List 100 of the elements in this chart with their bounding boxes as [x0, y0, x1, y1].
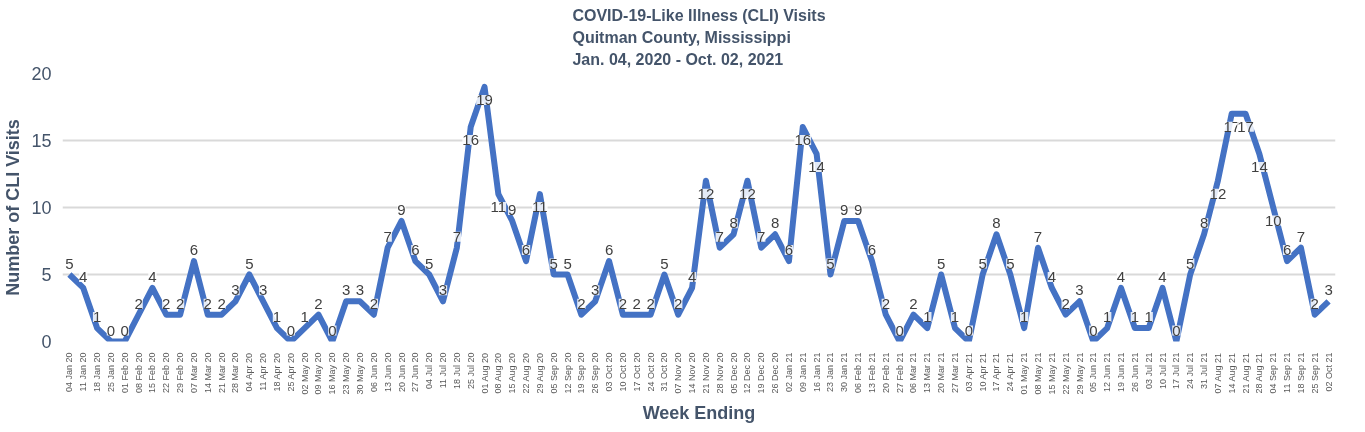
- data-label: 8: [770, 214, 780, 232]
- data-label: 5: [826, 254, 835, 272]
- data-label: 16: [462, 131, 480, 149]
- x-tick-label: 14 Aug 21: [1226, 352, 1237, 394]
- x-tick-label: 20 Jun 20: [396, 352, 407, 393]
- data-label: 5: [660, 254, 669, 272]
- data-label: 8: [729, 214, 738, 232]
- x-tick-label: 25 Sep 21: [1309, 352, 1320, 394]
- x-tick-label: 31 Jul 21: [1199, 352, 1210, 390]
- y-tick-label: 10: [31, 198, 52, 218]
- x-tick-label: 02 Jan 21: [783, 352, 794, 393]
- data-label: 3: [355, 281, 365, 299]
- x-tick-label: 07 Nov 20: [673, 352, 684, 394]
- x-tick-label: 01 May 21: [1019, 352, 1030, 395]
- x-tick-label: 21 Nov 20: [700, 352, 711, 394]
- x-tick-label: 15 May 21: [1046, 352, 1057, 395]
- y-tick-label: 20: [31, 64, 52, 84]
- data-label: 1: [1144, 308, 1153, 326]
- x-tick-label: 05 Jun 21: [1088, 352, 1099, 393]
- data-label: 12: [739, 184, 756, 202]
- x-tick-label: 25 Jan 20: [105, 352, 116, 393]
- data-label: 6: [784, 241, 794, 259]
- data-label: 1: [272, 308, 282, 326]
- data-label: 7: [1033, 227, 1043, 245]
- data-label: 6: [1282, 241, 1292, 259]
- data-label: 6: [189, 241, 199, 259]
- x-tick-label: 05 Sep 20: [548, 352, 559, 394]
- data-label: 5: [978, 254, 987, 272]
- x-tick-label: 16 May 20: [327, 352, 338, 395]
- data-label: 6: [411, 241, 420, 259]
- data-label: 2: [134, 294, 143, 312]
- x-tick-label: 23 May 20: [341, 352, 352, 395]
- x-tick-label: 28 Aug 21: [1254, 352, 1265, 394]
- data-label: 6: [604, 241, 614, 259]
- data-label: 5: [563, 254, 572, 272]
- data-label: 0: [106, 321, 116, 339]
- x-tick-label: 11 Jul 20: [438, 352, 449, 389]
- x-tick-label: 29 May 21: [1074, 352, 1085, 395]
- data-label: 0: [895, 321, 904, 339]
- data-label: 3: [341, 281, 351, 299]
- data-label: 1: [300, 308, 309, 326]
- x-tick-label: 16 Jan 21: [811, 352, 822, 393]
- x-tick-label: 11 Apr 20: [258, 352, 269, 391]
- data-label: 7: [1296, 227, 1306, 245]
- x-tick-label: 04 Jul 20: [424, 352, 435, 390]
- data-label: 9: [508, 200, 517, 218]
- data-label: 14: [1251, 157, 1268, 175]
- data-label: 2: [369, 294, 378, 312]
- x-tick-label: 20 Mar 21: [936, 352, 947, 394]
- data-label: 5: [1186, 254, 1195, 272]
- x-tick-label: 18 Sep 21: [1295, 352, 1306, 394]
- x-tick-label: 14 Mar 20: [202, 352, 213, 394]
- x-tick-label: 07 Mar 20: [188, 352, 199, 394]
- data-label: 4: [687, 267, 697, 285]
- x-tick-label: 25 Apr 20: [285, 353, 296, 392]
- x-tick-label: 29 Aug 20: [534, 352, 545, 394]
- x-tick-label: 24 Oct 20: [645, 352, 656, 392]
- data-label: 2: [881, 294, 890, 312]
- x-tick-label: 05 Dec 20: [728, 352, 739, 394]
- data-label: 5: [936, 254, 946, 272]
- data-label: 19: [476, 90, 493, 108]
- x-tick-label: 23 Jan 21: [825, 352, 836, 393]
- data-label: 3: [1324, 281, 1333, 299]
- x-tick-label: 31 Oct 20: [659, 352, 670, 392]
- x-tick-label: 24 Apr 21: [1005, 353, 1016, 392]
- x-tick-label: 03 Oct 20: [604, 352, 615, 392]
- data-label: 3: [591, 281, 600, 299]
- x-tick-label: 28 Nov 20: [714, 352, 725, 394]
- data-label: 0: [286, 321, 295, 339]
- data-label: 2: [632, 294, 641, 312]
- data-label: 1: [1020, 308, 1029, 326]
- x-tick-label: 27 Mar 21: [949, 352, 960, 394]
- data-label: 9: [840, 200, 849, 218]
- data-label: 1: [950, 308, 960, 326]
- data-label: 7: [452, 227, 462, 245]
- x-tick-label: 13 Jun 20: [382, 352, 393, 393]
- x-tick-label: 17 Apr 21: [991, 353, 1002, 392]
- x-tick-label: 06 Mar 21: [908, 352, 919, 394]
- x-tick-label: 19 Jun 21: [1116, 352, 1127, 393]
- x-tick-label: 10 Apr 21: [977, 353, 988, 392]
- x-tick-label: 07 Aug 21: [1212, 352, 1223, 394]
- x-tick-label: 30 Jan 21: [839, 352, 850, 393]
- data-label: 2: [203, 294, 212, 312]
- x-tick-label: 09 Jan 21: [797, 352, 808, 393]
- x-tick-label: 14 Nov 20: [687, 352, 698, 394]
- data-label: 9: [397, 200, 406, 218]
- x-tick-label: 22 Feb 20: [161, 352, 172, 394]
- x-tick-label: 22 Aug 20: [521, 352, 532, 394]
- x-tick-label: 18 Apr 20: [271, 353, 282, 392]
- data-label: 16: [794, 131, 812, 149]
- x-tick-label: 21 Mar 20: [216, 352, 227, 394]
- data-label: 1: [923, 308, 932, 326]
- x-tick-label: 26 Sep 20: [590, 352, 601, 394]
- data-label: 12: [1209, 184, 1227, 202]
- data-label: 7: [715, 227, 724, 245]
- x-tick-label: 02 Oct 21: [1323, 352, 1334, 392]
- data-label: 2: [909, 294, 918, 312]
- data-label: 2: [618, 294, 628, 312]
- x-tick-label: 15 Feb 20: [147, 352, 158, 394]
- data-label: 2: [175, 294, 185, 312]
